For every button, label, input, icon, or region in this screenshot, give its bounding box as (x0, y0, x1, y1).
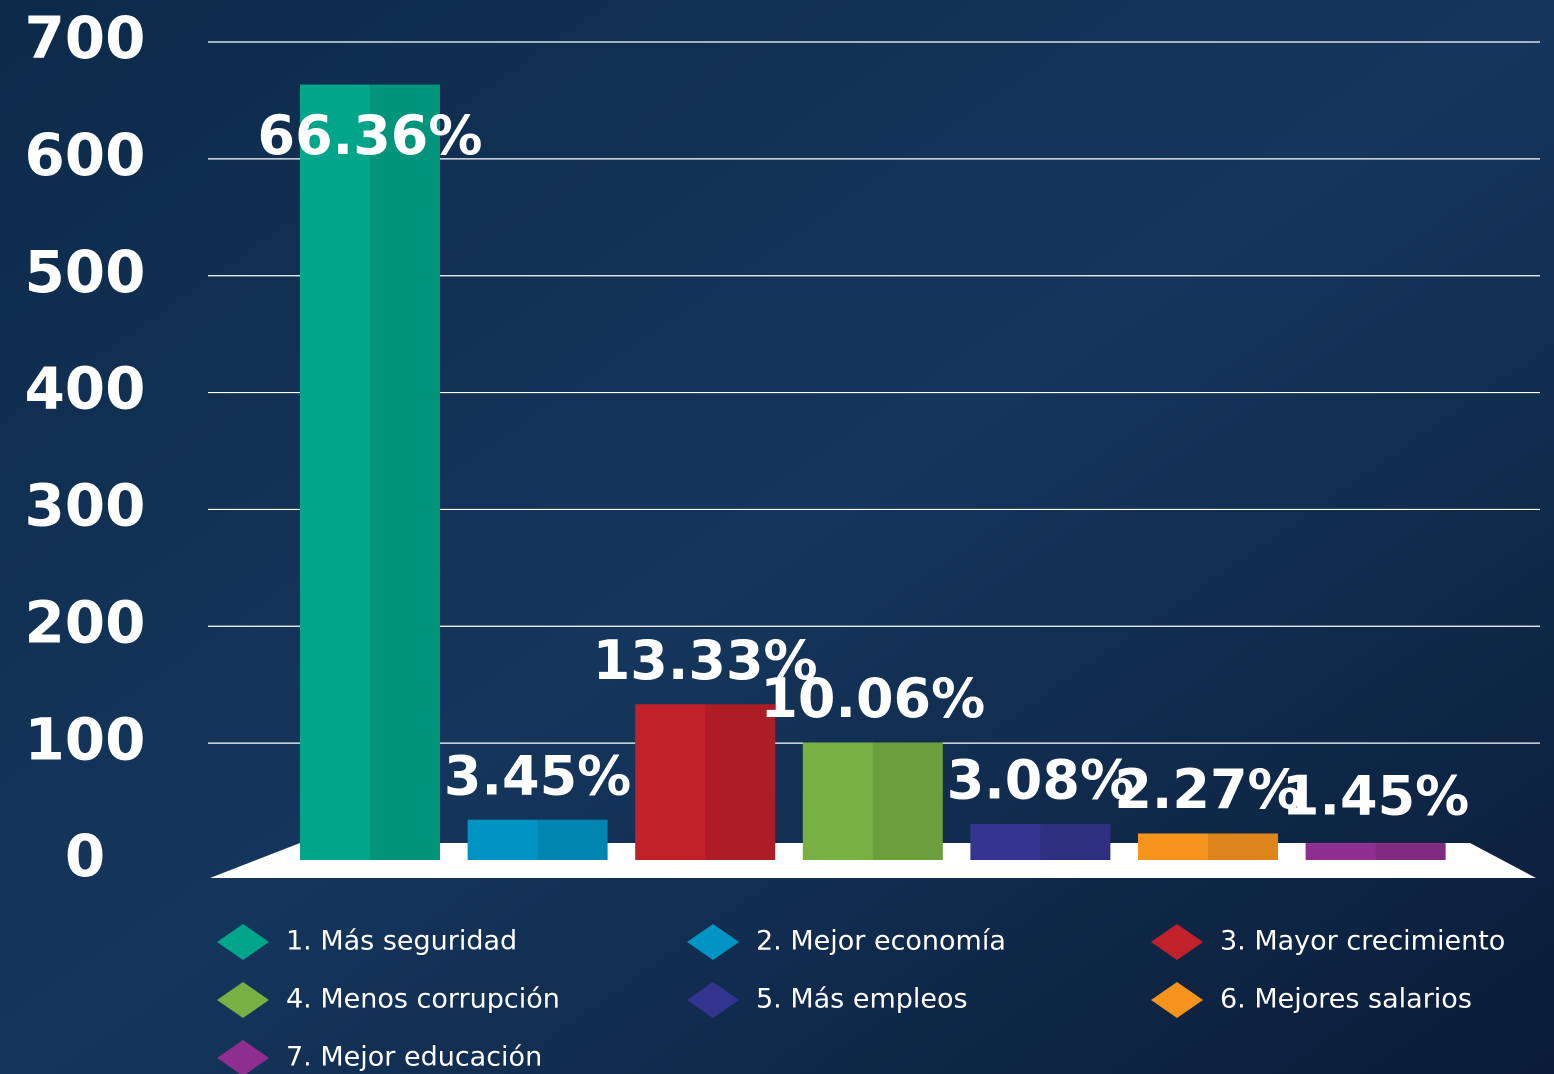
value-label: 2.27% (1114, 758, 1301, 821)
legend-label: 7. Mejor educación (286, 1042, 542, 1073)
y-tick-label: 100 (24, 705, 145, 773)
bar (635, 704, 776, 860)
y-tick-label: 500 (24, 238, 145, 306)
bar-shade (1375, 843, 1446, 860)
legend-label: 2. Mejor economía (756, 926, 1006, 957)
y-tick-label: 700 (24, 4, 145, 72)
legend-swatch (1151, 982, 1203, 1018)
value-label: 10.06% (760, 667, 985, 730)
value-label: 3.08% (947, 749, 1134, 812)
y-tick-label: 200 (24, 588, 145, 656)
y-tick-label: 0 (65, 822, 105, 890)
legend-label: 3. Mayor crecimiento (1220, 926, 1505, 957)
legend-swatch (217, 1040, 269, 1074)
legend-swatch (687, 924, 739, 960)
y-tick-label: 300 (24, 472, 145, 540)
y-tick-label: 400 (24, 355, 145, 423)
bar-shade (1208, 833, 1278, 860)
legend-swatch (1151, 924, 1203, 960)
legend-label: 6. Mejores salarios (1220, 984, 1472, 1015)
bar (970, 824, 1111, 860)
value-label: 13.33% (593, 629, 818, 692)
legend-swatch (687, 982, 739, 1018)
legend-label: 5. Más empleos (756, 984, 968, 1015)
legend-label: 4. Menos corrupción (286, 984, 560, 1015)
bar-shade (705, 704, 776, 860)
y-tick-label: 600 (24, 121, 145, 189)
bar (467, 819, 608, 860)
legend-swatch (217, 982, 269, 1018)
bar-shade (872, 742, 943, 860)
value-label: 66.36% (258, 104, 483, 167)
bar (300, 84, 440, 860)
value-label: 1.45% (1282, 765, 1469, 828)
bar-shade (370, 84, 440, 860)
bar-shade (537, 819, 608, 860)
legend-swatch (217, 924, 269, 960)
bar-shade (1040, 824, 1111, 860)
value-label: 3.45% (444, 744, 631, 807)
bar (1138, 833, 1278, 860)
bar (802, 742, 943, 860)
legend-label: 1. Más seguridad (286, 926, 517, 957)
bar (1305, 843, 1446, 860)
